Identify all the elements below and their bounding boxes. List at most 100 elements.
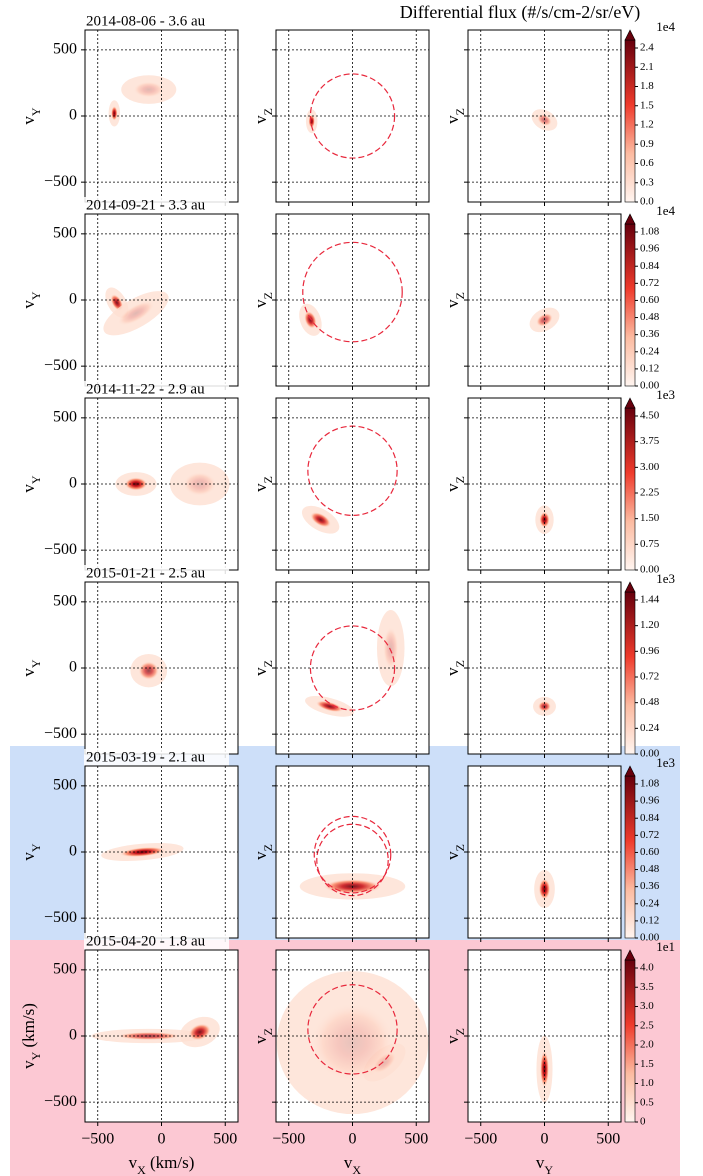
colorbar-tick-label: 1.44	[640, 594, 660, 606]
panel-border	[275, 765, 430, 939]
flux-core	[310, 512, 331, 528]
flux-core	[383, 626, 399, 670]
colorbar-tick-label: 1.08	[640, 778, 660, 790]
x-tick-label: 500	[596, 1131, 620, 1148]
panel-border	[467, 949, 622, 1123]
colorbar-tick-label: 0.75	[640, 538, 660, 550]
y-axis-label-main: v	[19, 1060, 38, 1069]
colorbar-exponent: 1e3	[656, 571, 675, 586]
colorbar-tick-label: 0.60	[640, 294, 660, 306]
colorbar-exponent: 1e3	[656, 755, 675, 770]
y-axis-label-sub: Y	[29, 475, 43, 484]
colorbar-tick-label: 3.75	[640, 435, 660, 447]
colorbar-tick-label: 0.6	[640, 157, 654, 169]
y-tick-label: −500	[44, 1093, 77, 1110]
colorbar-tick-label: 1.50	[640, 512, 660, 524]
y-axis-label: vZ	[251, 660, 275, 676]
y-axis-label-main: v	[19, 852, 38, 861]
y-axis-label-main: v	[19, 300, 38, 309]
y-axis-label: vZ	[443, 844, 467, 860]
y-axis-label-main: v	[251, 299, 270, 308]
y-axis-label-sub: Z	[453, 1028, 467, 1035]
bow-circle	[307, 984, 398, 1075]
y-tick-label: 0	[69, 1027, 77, 1044]
flux-core	[540, 1050, 549, 1088]
y-axis-label: vZ	[251, 844, 275, 860]
y-axis-label-sub: Z	[453, 476, 467, 483]
x-tick-label: 0	[158, 1131, 166, 1148]
y-axis-label-sub: Z	[453, 844, 467, 851]
panel-border	[84, 949, 239, 1123]
y-axis-label: vY	[19, 659, 43, 677]
y-axis-label-main: v	[19, 668, 38, 677]
y-axis-label-sub: Y	[29, 1051, 43, 1060]
colorbar-tick-label: 1.5	[640, 99, 654, 111]
flux-core	[538, 878, 551, 900]
colorbar-tick-label: 2.4	[640, 42, 654, 54]
flux-core	[117, 300, 155, 326]
x-tick-label: 0	[541, 1131, 549, 1148]
colorbar-tick-label: 1.2	[640, 119, 654, 131]
colorbar-tick-label: 1.20	[640, 619, 660, 631]
colorbar-tick-label: 0.60	[640, 846, 660, 858]
y-axis-label: vY	[19, 107, 43, 125]
colorbar-exponent: 1e4	[656, 203, 675, 218]
colorbar-extend	[624, 581, 636, 593]
flux-core	[304, 310, 317, 329]
y-axis-label-main: v	[443, 299, 462, 308]
y-tick-label: 500	[53, 777, 77, 794]
x-axis-label: vX	[344, 1153, 362, 1176]
panel-border	[467, 581, 622, 755]
colorbar-tick-label: 0.72	[640, 671, 659, 683]
y-axis-label: vZ	[443, 292, 467, 308]
y-axis-label-sub: Z	[261, 844, 275, 851]
flux-core	[315, 700, 344, 713]
y-axis-label-sub: Z	[261, 1028, 275, 1035]
colorbar-tick-label: 4.50	[640, 410, 660, 422]
y-axis-label-main: v	[19, 116, 38, 125]
colorbar-tick-label: 0.00	[640, 380, 660, 392]
x-axis-label-unit: (km/s)	[146, 1153, 195, 1172]
y-axis-label-sub: Z	[453, 108, 467, 115]
colorbar-tick-label: 0.5	[640, 1096, 654, 1108]
x-axis-label-sub: Y	[544, 1163, 553, 1176]
y-axis-label: vY (km/s)	[19, 1003, 43, 1069]
y-axis-label-sub: Y	[29, 843, 43, 852]
y-axis-label-sub: Z	[261, 476, 275, 483]
x-tick-label: 500	[213, 1131, 237, 1148]
x-axis-label: vX (km/s)	[129, 1153, 195, 1176]
y-axis-label: vZ	[251, 292, 275, 308]
colorbar-tick-label: 0.48	[640, 863, 660, 875]
colorbar-exponent: 1e3	[656, 387, 675, 402]
y-axis-label: vZ	[443, 660, 467, 676]
colorbar-tick-label: 1.08	[640, 226, 660, 238]
x-tick-label: 0	[349, 1131, 357, 1148]
y-axis-label: vY	[19, 291, 43, 309]
colorbar-tick-label: 0.9	[640, 138, 654, 150]
colorbar-tick-label: 0.12	[640, 362, 659, 374]
y-tick-label: 0	[69, 291, 77, 308]
colorbar-tick-label: 0.3	[640, 176, 654, 188]
row-label: 2014-11-22 - 2.9 au	[86, 381, 205, 397]
colorbar-tick-label: 3.5	[640, 981, 654, 993]
colorbar-tick-label: 0.84	[640, 260, 660, 272]
colorbar-extend	[624, 29, 636, 41]
y-axis-label-main: v	[443, 115, 462, 124]
y-axis-label: vY	[19, 475, 43, 493]
y-axis-label: vZ	[443, 108, 467, 124]
panel-border	[275, 949, 430, 1123]
y-axis-label: vZ	[251, 476, 275, 492]
y-tick-label: 0	[69, 475, 77, 492]
flux-core	[133, 81, 165, 98]
row-label-bg	[84, 13, 229, 30]
bow-circle	[302, 241, 403, 343]
row-label: 2014-08-06 - 3.6 au	[86, 13, 206, 29]
x-tick-label: −500	[272, 1131, 305, 1148]
colorbar-extend	[624, 213, 636, 225]
colorbar-tick-label: 2.0	[640, 1039, 654, 1051]
colorbar-tick-label: 0.12	[640, 914, 659, 926]
flux-core	[111, 106, 118, 121]
y-axis-label-main: v	[443, 667, 462, 676]
colorbar-tick-label: 0.24	[640, 722, 660, 734]
